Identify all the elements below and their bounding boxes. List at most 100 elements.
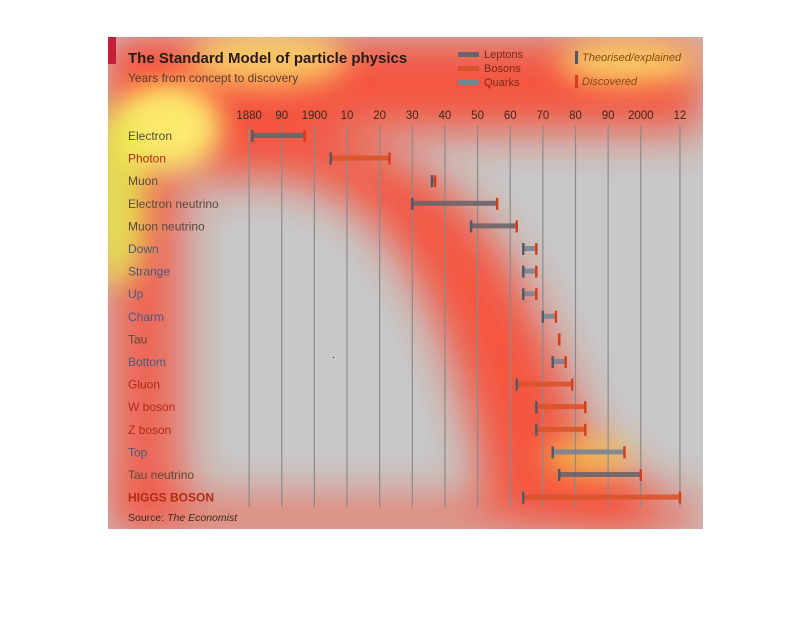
bar-fill-photon xyxy=(330,155,390,161)
bar-electron xyxy=(251,130,306,142)
category-label-strange: Strange xyxy=(128,265,170,279)
theorised-marker-down xyxy=(522,243,525,255)
x-tick-2000: 2000 xyxy=(628,110,654,122)
discovered-marker-muon xyxy=(433,175,437,188)
theorised-marker-w-boson xyxy=(535,401,538,414)
bar-tau xyxy=(557,333,561,346)
category-label-top: Top xyxy=(128,445,148,459)
category-label-photon: Photon xyxy=(128,152,166,166)
discovered-marker-gluon xyxy=(571,378,574,391)
theorised-marker-electron xyxy=(251,130,254,142)
bar-fill-top xyxy=(552,449,625,455)
theorised-marker-bottom xyxy=(551,356,554,368)
bar-bottom xyxy=(551,356,567,368)
bar-z-boson xyxy=(535,423,587,436)
theorised-marker-muon xyxy=(430,175,434,188)
legend: Leptons Bosons Quarks Theorised/explained Di… xyxy=(458,49,682,89)
x-tick-1880: 1880 xyxy=(236,110,262,122)
category-label-higgs-boson: HIGGS BOSON xyxy=(128,491,214,505)
x-tick-1990: 90 xyxy=(602,110,615,122)
discovered-marker-w-boson xyxy=(584,401,587,414)
theorised-marker-strange xyxy=(522,265,525,278)
bar-muon-neutrino xyxy=(469,220,518,233)
bar-w-boson xyxy=(535,401,587,414)
bar-electron-neutrino xyxy=(411,197,499,210)
x-tick-1900: 1900 xyxy=(302,110,328,122)
theorised-marker-electron-neutrino xyxy=(411,197,414,210)
x-tick-1930: 30 xyxy=(406,110,419,122)
discovered-marker-charm xyxy=(554,310,558,323)
discovered-marker-up xyxy=(535,288,538,301)
legend-marker-label-theorised-explained: Theorised/explained xyxy=(582,52,682,64)
theorised-marker-muon-neutrino xyxy=(469,220,473,233)
x-tick-1940: 40 xyxy=(439,110,452,122)
discovered-marker-down xyxy=(535,243,538,255)
x-tick-1960: 60 xyxy=(504,110,517,122)
category-label-z-boson: Z boson xyxy=(128,423,171,437)
bar-fill-charm xyxy=(542,313,556,319)
discovered-marker-muon-neutrino xyxy=(515,220,518,233)
source-prefix: Source: xyxy=(128,512,167,524)
bar-top xyxy=(551,446,626,459)
category-label-down: Down xyxy=(128,242,159,256)
category-label-electron: Electron xyxy=(128,129,172,143)
bars xyxy=(251,130,682,504)
category-label-bottom: Bottom xyxy=(128,355,166,369)
x-axis-ticks: 1880 90 1900 10 20 30 40 50 60 70 80 90 2000 12 xyxy=(236,110,686,122)
chart-title: The Standard Model of particle physics xyxy=(128,50,407,67)
legend-label-bosons: Bosons xyxy=(484,63,521,75)
bar-fill-muon xyxy=(431,178,436,184)
discovered-marker-z-boson xyxy=(584,423,587,436)
bar-fill-muon-neutrino xyxy=(471,223,517,229)
legend-swatch-bosons xyxy=(458,66,479,71)
bar-up xyxy=(522,288,538,301)
bar-fill-down xyxy=(523,246,537,251)
accent-bar xyxy=(108,37,116,64)
chart-figure: The Standard Model of particle physics Y… xyxy=(108,37,703,529)
theorised-marker-z-boson xyxy=(535,423,538,436)
theorised-marker-charm xyxy=(541,310,545,323)
category-label-charm: Charm xyxy=(128,310,164,324)
x-tick-1890: 90 xyxy=(275,110,288,122)
theorised-marker-photon xyxy=(329,152,332,165)
chart-subtitle: Years from concept to discovery xyxy=(128,71,298,85)
category-label-w-boson: W boson xyxy=(128,400,175,414)
category-label-up: Up xyxy=(128,287,144,301)
source-name: The Economist xyxy=(167,512,238,524)
theorised-marker-gluon xyxy=(515,378,518,391)
category-label-tau: Tau xyxy=(128,332,147,346)
category-label-gluon: Gluon xyxy=(128,378,160,392)
discovered-marker-strange xyxy=(535,265,538,278)
legend-label-leptons: Leptons xyxy=(484,49,524,61)
theorised-marker-up xyxy=(522,288,525,301)
x-tick-2012: 12 xyxy=(674,110,687,122)
x-tick-1950: 50 xyxy=(471,110,484,122)
discovered-marker-bottom xyxy=(564,356,567,368)
discovered-marker-electron xyxy=(303,130,306,142)
theorised-marker-tau-neutrino xyxy=(557,469,561,481)
bar-muon xyxy=(430,175,437,188)
category-labels: Electron Photon Muon Electron neutrino Muon … xyxy=(128,129,219,505)
stray-pixel xyxy=(333,357,334,358)
discovered-marker-top xyxy=(623,446,626,459)
legend-swatch-leptons xyxy=(458,52,479,57)
bar-photon xyxy=(329,152,391,165)
bar-strange xyxy=(522,265,538,278)
bar-charm xyxy=(541,310,558,323)
category-label-muon-neutrino: Muon neutrino xyxy=(128,219,205,233)
discovered-marker-electron-neutrino xyxy=(495,197,499,210)
bar-tau-neutrino xyxy=(557,469,642,481)
bar-fill-tau-neutrino xyxy=(559,472,641,477)
theorised-marker-higgs-boson xyxy=(522,491,525,504)
x-tick-1970: 70 xyxy=(536,110,549,122)
discovered-marker-photon xyxy=(388,152,391,165)
bar-fill-w-boson xyxy=(536,404,586,410)
bar-down xyxy=(522,243,538,255)
bar-fill-electron-neutrino xyxy=(412,200,498,206)
bar-fill-gluon xyxy=(516,381,573,387)
bar-fill-electron xyxy=(252,133,305,138)
category-label-tau-neutrino: Tau neutrino xyxy=(128,468,194,482)
legend-marker-label-discovered: Discovered xyxy=(582,76,638,88)
source-note: Source: The Economist xyxy=(128,512,238,524)
chart-svg: The Standard Model of particle physics Y… xyxy=(108,37,703,529)
